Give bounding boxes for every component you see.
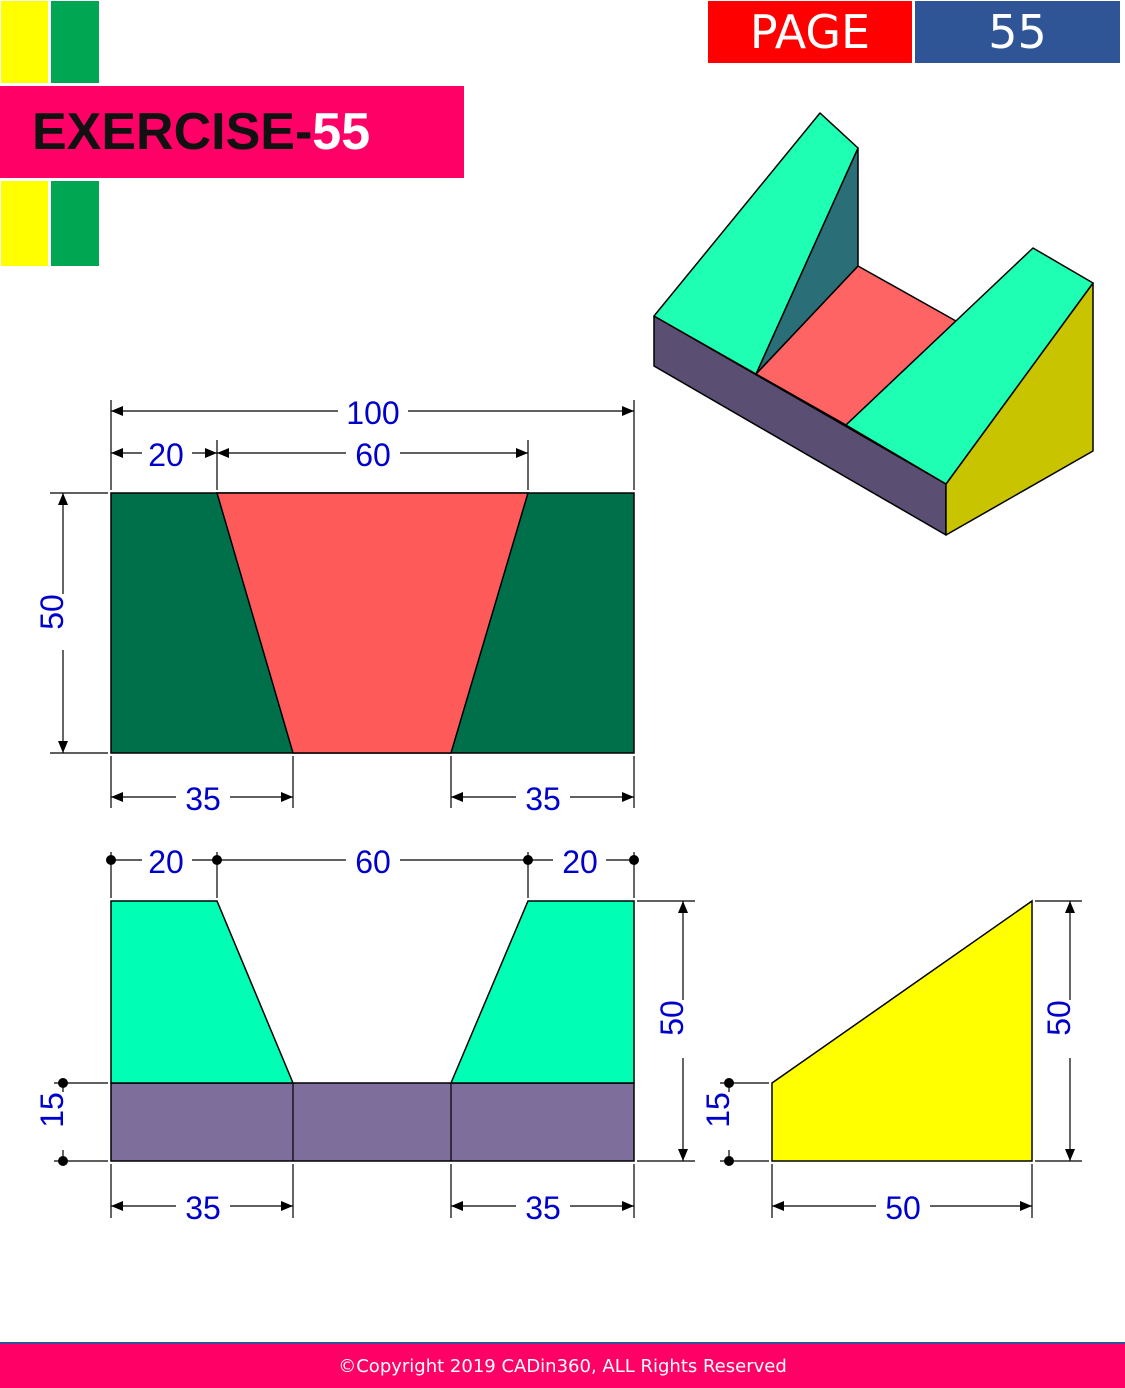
- exercise-number: 55: [312, 103, 371, 161]
- accent-bar-green-top: [51, 1, 99, 83]
- iso-right-block-top: [845, 247, 1094, 485]
- front-view: 20 60 20 50 15 35 35: [34, 844, 695, 1226]
- exercise-title: EXERCISE- 55: [0, 86, 464, 178]
- dim-front-left-bottom: 35: [185, 1190, 221, 1226]
- isometric-view: [653, 112, 1094, 536]
- page-badge: PAGE 55: [708, 1, 1120, 63]
- top-view-slot: [215, 492, 530, 754]
- iso-left-block-top: [653, 112, 859, 375]
- dim-side-base-height: 15: [700, 1092, 736, 1128]
- dim-top-left-top: 20: [148, 437, 184, 473]
- dim-side-width: 50: [885, 1190, 921, 1226]
- page-number: 55: [915, 1, 1120, 63]
- accent-bar-yellow-top: [1, 1, 48, 83]
- dim-top-depth: 50: [34, 594, 70, 630]
- front-view-base: [110, 1082, 635, 1162]
- side-view-profile: [771, 899, 1033, 1162]
- dim-front-base-height: 15: [34, 1092, 70, 1128]
- dim-front-height: 50: [654, 1000, 690, 1036]
- dim-side-height: 50: [1041, 1000, 1077, 1036]
- footer-copyright: ©Copyright 2019 CADin360, ALL Rights Res…: [0, 1344, 1125, 1388]
- dim-front-slot-top: 60: [355, 844, 391, 880]
- front-view-left-block: [110, 900, 295, 1084]
- accent-bar-yellow-bottom: [1, 181, 48, 266]
- dim-top-overall-width: 100: [346, 395, 399, 431]
- page-label: PAGE: [708, 1, 912, 63]
- accent-bar-green-bottom: [51, 181, 99, 266]
- dim-front-left-top: 20: [148, 844, 184, 880]
- dim-top-left-bottom: 35: [185, 781, 221, 817]
- exercise-prefix: EXERCISE-: [32, 103, 313, 161]
- top-view: 100 20 60 50 35 35: [34, 395, 635, 817]
- dim-top-slot-top: 60: [355, 437, 391, 473]
- dim-top-right-bottom: 35: [525, 781, 561, 817]
- front-view-right-block: [449, 900, 635, 1084]
- dim-front-right-top: 20: [562, 844, 598, 880]
- dim-front-right-bottom: 35: [525, 1190, 561, 1226]
- side-view: 50 15 50: [700, 899, 1082, 1226]
